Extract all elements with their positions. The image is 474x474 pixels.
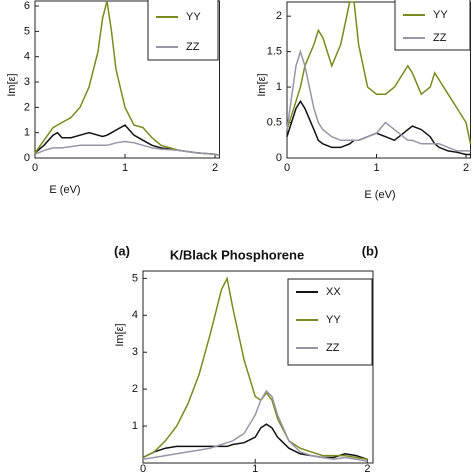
panel-label: (b) <box>362 243 379 258</box>
y-tick-label: 0.5 <box>267 116 282 128</box>
y-tick-label: 6 <box>24 0 30 12</box>
legend-box <box>394 0 471 51</box>
legend-label: YY <box>326 314 341 326</box>
legend-label: YY <box>186 11 201 23</box>
x-tick-label: 1 <box>373 162 379 174</box>
data-line <box>34 124 220 157</box>
x-tick-label: 1 <box>252 463 258 474</box>
x-tick-label: 0 <box>32 162 38 174</box>
x-axis-label: E (eV) <box>364 189 395 201</box>
x-tick-label: 0 <box>140 463 146 474</box>
legend-label: ZZ <box>433 32 447 44</box>
plot-frame <box>286 1 471 159</box>
data-line <box>286 1 472 144</box>
data-line <box>34 0 220 157</box>
y-tick-label: 4 <box>24 51 30 63</box>
legend-label: ZZ <box>326 342 340 354</box>
legend-label: XX <box>326 286 341 298</box>
x-tick-label: 0 <box>284 162 290 174</box>
y-tick-label: 0 <box>276 152 282 164</box>
legend-box <box>147 0 219 61</box>
y-tick-label: 1.5 <box>267 46 282 58</box>
y-tick-label: 2 <box>132 383 138 395</box>
data-line <box>142 389 368 462</box>
y-tick-label: 3 <box>132 346 138 358</box>
y-tick-label: 1 <box>132 420 138 432</box>
x-tick-label: 2 <box>463 162 469 174</box>
data-line <box>34 140 220 157</box>
y-axis-label: Im[ε] <box>114 323 126 346</box>
y-tick-label: 4 <box>132 309 138 321</box>
y-tick-label: 5 <box>132 272 138 284</box>
x-tick-label: 1 <box>122 162 128 174</box>
plot-frame <box>142 270 374 464</box>
data-line <box>142 276 368 461</box>
x-tick-label: 2 <box>364 463 370 474</box>
y-tick-label: 1 <box>24 127 30 139</box>
y-tick-label: 0 <box>24 152 30 164</box>
chart-title: K/Black Phosphorene <box>170 247 304 262</box>
legend-label: ZZ <box>186 41 200 53</box>
data-line <box>286 49 471 152</box>
y-tick-label: 5 <box>24 25 30 37</box>
y-axis-label: Im[ε] <box>256 73 268 96</box>
y-axis-label: Im[ε] <box>6 73 18 96</box>
legend-label: YY <box>433 9 448 21</box>
y-tick-label: 2 <box>276 10 282 22</box>
x-axis-label: E (eV) <box>49 184 80 196</box>
panel-label: (a) <box>114 243 130 258</box>
y-tick-label: 3 <box>24 76 30 88</box>
legend-box <box>287 278 373 366</box>
plot-frame <box>34 0 220 159</box>
y-tick-label: 1 <box>276 81 282 93</box>
y-tick-label: 2 <box>24 101 30 113</box>
x-tick-label: 2 <box>212 162 218 174</box>
